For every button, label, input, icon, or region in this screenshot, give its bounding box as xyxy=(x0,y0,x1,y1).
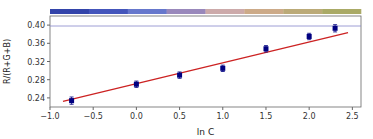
color-strip xyxy=(244,9,283,14)
error-bar-cap xyxy=(307,39,311,40)
error-bar-cap xyxy=(70,96,74,97)
error-bar-cap xyxy=(70,104,74,105)
x-tick xyxy=(352,107,353,110)
y-tick-label: 0.40 xyxy=(27,21,45,30)
x-tick xyxy=(93,107,94,110)
color-strip xyxy=(50,9,89,14)
error-bar xyxy=(178,72,182,78)
error-bar xyxy=(307,33,311,39)
x-tick xyxy=(179,107,180,110)
x-tick-label: −1.0 xyxy=(40,112,59,121)
data-group xyxy=(50,25,361,105)
data-point xyxy=(177,73,182,78)
color-strip xyxy=(283,9,322,14)
error-bar xyxy=(70,97,74,104)
error-bar-cap xyxy=(307,33,311,34)
y-tick xyxy=(47,43,50,44)
y-tick-label: 0.36 xyxy=(27,39,45,48)
data-point xyxy=(307,34,312,39)
y-tick xyxy=(47,25,50,26)
data-point xyxy=(263,46,268,51)
error-bar-cap xyxy=(221,65,225,66)
data-point xyxy=(134,82,139,87)
error-bar-cap xyxy=(264,51,268,52)
y-tick xyxy=(47,97,50,98)
x-tick-label: 1.0 xyxy=(216,112,229,121)
plot-frame xyxy=(50,16,361,107)
x-tick-label: 1.5 xyxy=(260,112,273,121)
error-bar xyxy=(333,25,337,32)
y-tick xyxy=(47,79,50,80)
fit-line xyxy=(63,33,348,102)
error-bar-cap xyxy=(178,71,182,72)
error-bar-cap xyxy=(264,45,268,46)
data-point xyxy=(69,98,74,103)
x-tick xyxy=(50,107,51,110)
x-tick xyxy=(222,107,223,110)
y-tick xyxy=(47,61,50,62)
reference-line xyxy=(50,26,361,27)
x-tick-label: 2.0 xyxy=(303,112,316,121)
x-tick xyxy=(136,107,137,110)
error-bar-cap xyxy=(178,78,182,79)
color-strip xyxy=(322,9,361,14)
x-tick-label: 2.5 xyxy=(346,112,359,121)
color-strip xyxy=(206,9,245,14)
error-bar xyxy=(221,65,225,71)
color-strip xyxy=(89,9,128,14)
chart: −1.0 −0.5 0.0 0.5 1.0 1.5 2.0 2.5 0.24 0.28 0.32 0.… xyxy=(0,0,373,139)
data-point xyxy=(333,26,338,31)
color-strip xyxy=(128,9,167,14)
x-tick-label: −0.5 xyxy=(83,112,102,121)
x-axis-label: ln C xyxy=(197,127,214,137)
error-bar xyxy=(134,81,138,87)
error-bar-cap xyxy=(221,71,225,72)
x-tick xyxy=(265,107,266,110)
error-bar-cap xyxy=(134,81,138,82)
error-bar-cap xyxy=(134,87,138,88)
y-tick-label: 0.24 xyxy=(27,94,45,103)
y-tick-label: 0.28 xyxy=(27,76,45,85)
color-strip xyxy=(167,9,206,14)
error-bar-cap xyxy=(333,24,337,25)
x-tick xyxy=(309,107,310,110)
x-tick-label: 0.0 xyxy=(130,112,143,121)
y-axis-label: R/(R+G+B) xyxy=(3,39,12,84)
data-point xyxy=(220,66,225,71)
y-tick-label: 0.32 xyxy=(27,58,45,67)
error-bar xyxy=(264,46,268,52)
x-tick-label: 0.5 xyxy=(173,112,186,121)
error-bar-cap xyxy=(333,31,337,32)
